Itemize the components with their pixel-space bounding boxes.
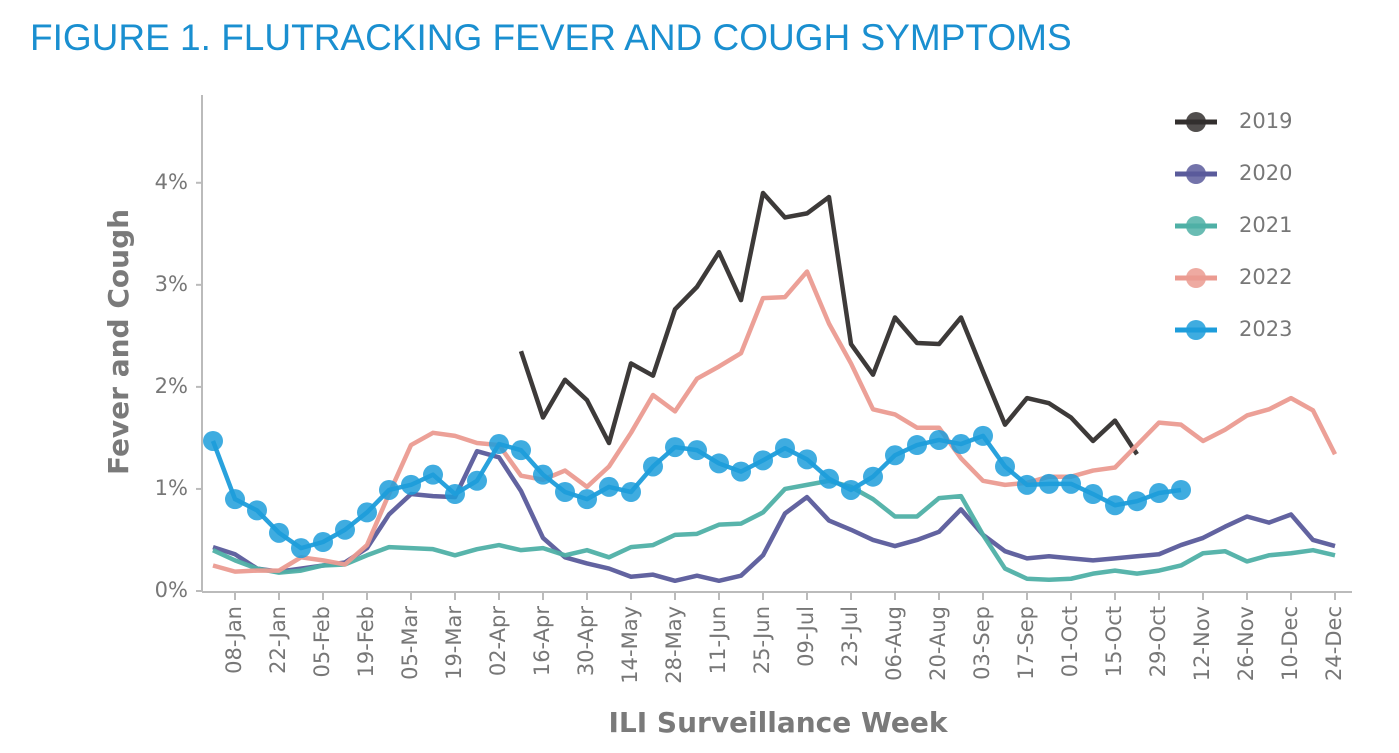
x-tick-label: 10-Dec (1278, 606, 1302, 681)
x-tick-label: 28-May (662, 606, 686, 684)
x-tick-label: 05-Mar (398, 606, 422, 680)
y-axis-label: Fever and Cough (102, 209, 135, 475)
point (423, 464, 443, 485)
x-tick-label: 16-Apr (530, 606, 554, 677)
point (247, 500, 267, 521)
point (1039, 473, 1059, 494)
point (643, 456, 663, 477)
point (995, 456, 1015, 477)
point (1017, 474, 1037, 495)
series-line (518, 190, 1139, 456)
point (291, 538, 311, 559)
x-tick-label: 30-Apr (574, 606, 598, 677)
legend-marker (1186, 216, 1206, 236)
x-tick-label: 05-Feb (310, 606, 334, 677)
x-tick-label: 29-Oct (1146, 606, 1170, 677)
point (1149, 483, 1169, 504)
point (819, 468, 839, 489)
x-tick-label: 09-Jul (794, 606, 818, 667)
x-tick-label: 01-Oct (1058, 606, 1082, 677)
legend-label: 2020 (1239, 161, 1292, 185)
point (753, 450, 773, 471)
point (511, 440, 531, 461)
legend-label: 2019 (1239, 109, 1292, 133)
point (269, 522, 289, 543)
series-line (212, 478, 1336, 583)
point (203, 430, 223, 451)
y-tick-label: 1% (155, 476, 188, 500)
point (951, 434, 971, 455)
point (533, 464, 553, 485)
x-tick-label: 25-Jun (750, 606, 774, 674)
chart-title: FIGURE 1. FLUTRACKING FEVER AND COUGH SY… (30, 17, 1072, 58)
point (709, 453, 729, 474)
x-tick-label: 24-Dec (1322, 606, 1346, 681)
legend-marker (1186, 320, 1206, 340)
point (379, 479, 399, 500)
x-tick-label: 02-Apr (486, 606, 510, 677)
legend-marker (1186, 112, 1206, 132)
point (885, 445, 905, 466)
point (357, 502, 377, 523)
point (775, 438, 795, 459)
point (445, 484, 465, 505)
point (1061, 473, 1081, 494)
point (731, 461, 751, 482)
x-tick-label: 22-Jan (266, 606, 290, 674)
x-tick-label: 03-Sep (970, 606, 994, 680)
point (929, 429, 949, 450)
x-tick-label: 26-Nov (1234, 606, 1258, 681)
point (665, 437, 685, 458)
point (841, 479, 861, 500)
point (313, 532, 333, 553)
point (335, 519, 355, 540)
legend-label: 2021 (1239, 213, 1292, 237)
point (467, 470, 487, 491)
x-tick-label: 08-Jan (222, 606, 246, 674)
point (555, 482, 575, 503)
y-tick-label: 0% (155, 578, 188, 602)
y-tick-label: 3% (155, 272, 188, 296)
point (599, 476, 619, 497)
x-tick-label: 12-Nov (1190, 606, 1214, 681)
x-tick-label: 17-Sep (1014, 606, 1038, 680)
point (687, 440, 707, 461)
point (1127, 491, 1147, 512)
legend-label: 2022 (1239, 265, 1292, 289)
x-tick-label: 19-Mar (442, 606, 466, 680)
point (621, 482, 641, 503)
point (1105, 495, 1125, 516)
point (863, 466, 883, 487)
legend-marker (1186, 268, 1206, 288)
y-tick-label: 2% (155, 374, 188, 398)
x-tick-label: 23-Jul (838, 606, 862, 667)
series-line (212, 448, 1336, 584)
x-axis-label: ILI Surveillance Week (608, 706, 948, 739)
x-tick-label: 11-Jun (706, 606, 730, 674)
legend-label: 2023 (1239, 317, 1292, 341)
point (577, 489, 597, 510)
x-tick-label: 19-Feb (354, 606, 378, 677)
x-tick-label: 06-Aug (882, 606, 906, 681)
point (401, 474, 421, 495)
point (1083, 484, 1103, 505)
legend-marker (1186, 164, 1206, 184)
point (489, 434, 509, 455)
y-tick-label: 4% (155, 170, 188, 194)
x-tick-label: 14-May (618, 606, 642, 684)
point (797, 449, 817, 470)
point (973, 425, 993, 446)
point (1171, 479, 1191, 500)
x-tick-label: 20-Aug (926, 606, 950, 681)
point (907, 435, 927, 456)
point (225, 489, 245, 510)
x-tick-label: 15-Oct (1102, 606, 1126, 677)
series-line (212, 269, 1338, 574)
